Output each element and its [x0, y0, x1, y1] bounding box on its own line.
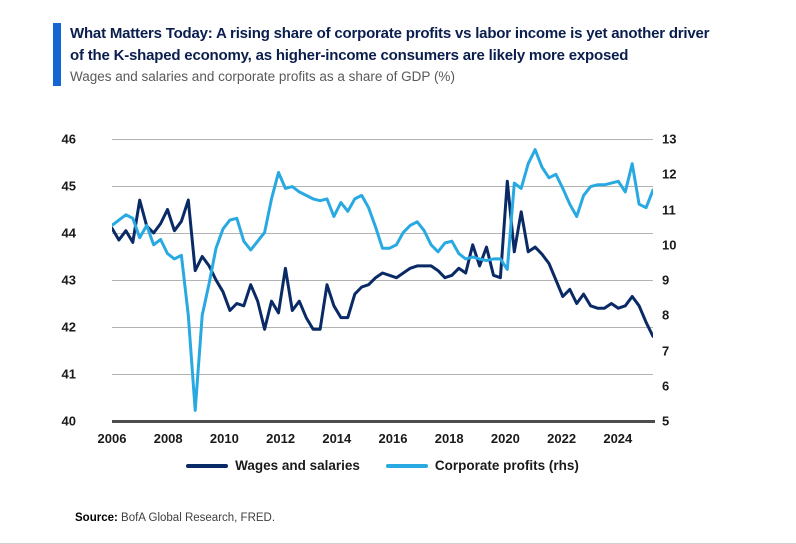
source-note: Source: BofA Global Research, FRED.: [75, 512, 275, 524]
legend-label: Wages and salaries: [235, 458, 360, 473]
x-axis-tick: 2012: [266, 431, 296, 446]
left-axis-tick: 40: [61, 413, 76, 429]
legend-swatch: [186, 463, 229, 468]
left-axis-tick: 41: [61, 366, 76, 382]
right-axis-tick: 5: [662, 413, 670, 429]
legend-label: Corporate profits (rhs): [434, 458, 579, 473]
x-axis-tick: 2006: [97, 431, 127, 446]
page-title-line2: of the K-shaped economy, as higher-incom…: [70, 47, 629, 64]
legend-swatch: [385, 463, 428, 468]
gridline: [112, 327, 653, 328]
gridline: [112, 186, 653, 187]
right-axis-tick: 13: [662, 131, 677, 147]
x-axis-tick: 2010: [209, 431, 239, 446]
chart-subtitle: Wages and salaries and corporate profits…: [70, 69, 455, 84]
x-axis-tick: 2024: [603, 431, 633, 446]
right-axis-tick: 10: [662, 237, 677, 253]
right-axis-tick: 12: [662, 166, 677, 182]
x-axis-tick: 2014: [322, 431, 352, 446]
right-axis-tick: 7: [662, 343, 670, 358]
gridline: [112, 139, 653, 140]
x-axis-tick: 2022: [547, 431, 577, 446]
line-chart-plot: [112, 148, 653, 412]
source-label: Source:: [75, 512, 118, 524]
gridline: [112, 280, 653, 281]
right-axis-tick: 11: [662, 202, 676, 217]
legend-item: Wages and salaries: [186, 458, 360, 473]
corporate-profits-rhs--line: [112, 148, 653, 412]
left-axis-tick: 46: [61, 131, 76, 147]
right-axis-tick: 9: [662, 272, 670, 288]
left-axis-tick: 44: [61, 225, 76, 241]
title-accent-bar: [53, 23, 61, 86]
right-axis-tick: 8: [662, 307, 670, 323]
gridline: [112, 374, 653, 375]
left-axis-tick: 45: [61, 178, 76, 194]
legend-item: Corporate profits (rhs): [385, 458, 579, 473]
x-axis-tick: 2016: [378, 431, 408, 446]
x-axis-line: [112, 420, 655, 423]
left-axis-tick: 42: [61, 319, 76, 335]
gridline: [112, 233, 653, 234]
right-axis-tick: 6: [662, 378, 670, 394]
page-title-line1: What Matters Today: A rising share of co…: [70, 25, 710, 42]
x-axis-tick: 2020: [490, 431, 520, 446]
wages-and-salaries-line: [112, 179, 653, 338]
chart-legend: Wages and salaries Corporate profits (rhs…: [112, 458, 653, 473]
x-axis-tick: 2008: [153, 431, 183, 446]
left-axis-tick: 43: [61, 272, 76, 288]
x-axis-tick: 2018: [434, 431, 464, 446]
source-text: BofA Global Research, FRED.: [117, 512, 276, 524]
